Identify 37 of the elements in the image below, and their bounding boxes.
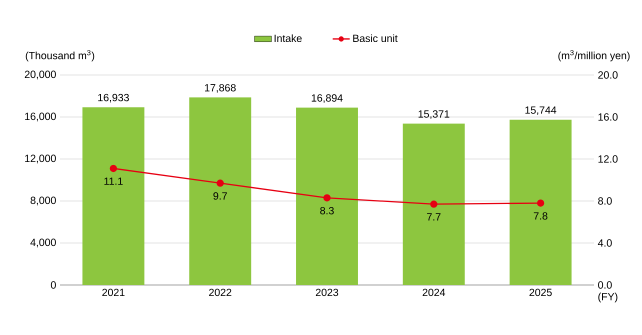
y-tick-label: 4,000 — [30, 238, 56, 248]
data-label: 17,868 — [205, 84, 236, 93]
x-tick-label: 2022 — [209, 288, 232, 296]
legend-label: Intake — [274, 34, 302, 42]
data-label: 15,744 — [525, 106, 556, 116]
data-label: 16,933 — [98, 94, 129, 103]
data-label: 15,371 — [418, 110, 450, 119]
x-tick-label: 2024 — [422, 288, 446, 296]
point — [536, 199, 544, 207]
data-label: 7.8 — [534, 212, 548, 220]
y-tick-label: 0 — [50, 281, 56, 289]
point — [110, 164, 118, 172]
point — [216, 180, 224, 187]
data-label: 11.1 — [104, 178, 123, 185]
y2-tick-label: 8.0 — [598, 197, 612, 205]
y-tick-label: 12,000 — [25, 154, 56, 164]
data-label: 9.7 — [213, 192, 227, 200]
y2-tick-label: 12.0 — [598, 155, 618, 163]
x-axis-title: (FY) — [598, 292, 618, 302]
point — [430, 200, 438, 208]
data-label: 7.7 — [427, 213, 441, 220]
y2-tick-label: 4.0 — [598, 239, 612, 247]
data-label: 8.3 — [320, 206, 334, 214]
y-axis-title: (Thousand m$^{3}$) — [26, 50, 94, 62]
point — [323, 194, 331, 202]
x-tick-label: 2021 — [102, 288, 125, 296]
data-label: 16,894 — [312, 94, 343, 103]
y2-axis-title: (m$^{3}$/million yen) — [558, 50, 630, 62]
x-tick-label: 2025 — [529, 288, 552, 296]
y2-tick-label: 0.0 — [598, 281, 612, 289]
x-tick-label: 2023 — [316, 288, 338, 296]
y2-tick-label: 16.0 — [598, 113, 618, 121]
y-tick-label: 8,000 — [30, 196, 56, 206]
legend-label: Basic unit — [353, 34, 398, 42]
y-tick-label: 20,000 — [24, 70, 56, 80]
y2-tick-label: 20.0 — [598, 71, 618, 79]
y-tick-label: 16,000 — [25, 112, 56, 122]
